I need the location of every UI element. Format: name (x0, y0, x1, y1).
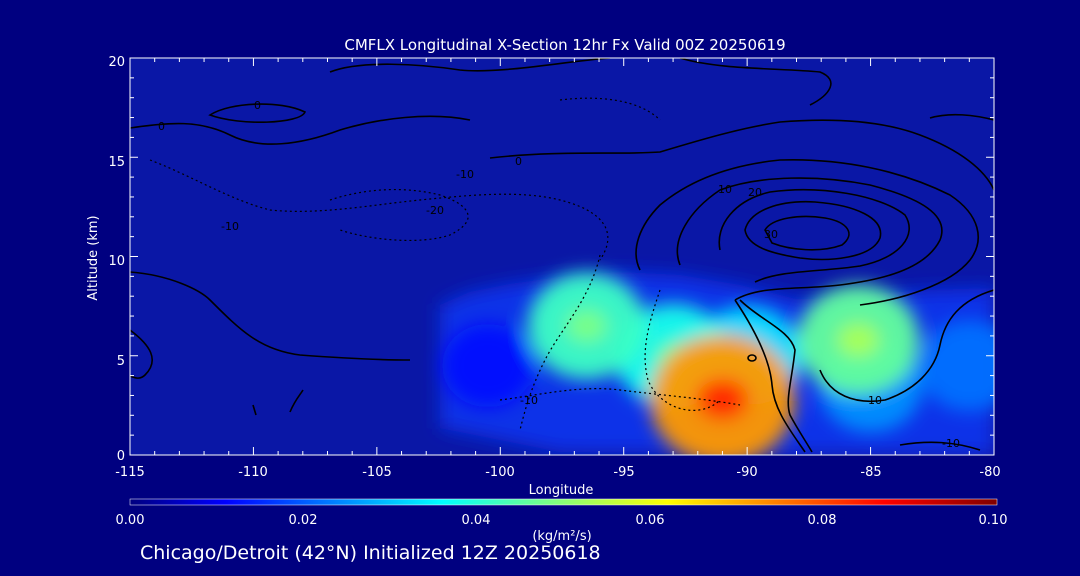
contour-solid (764, 215, 850, 251)
x-tick-label: -105 (362, 465, 392, 480)
contour-solid (676, 177, 943, 301)
contour-dashed (329, 188, 469, 242)
contour-solid (329, 58, 611, 73)
contour-solid (252, 404, 257, 416)
contour-label: -10 (942, 437, 960, 450)
flux-blob-core (696, 379, 749, 420)
contour-dashed (644, 289, 721, 411)
contour-solid (744, 200, 882, 261)
x-tick-label: -100 (485, 465, 515, 480)
y-tick-label: 20 (108, 55, 125, 70)
x-tick-label: -110 (238, 465, 268, 480)
colorbar-tick-labels: 0.00 0.02 0.04 0.06 0.08 0.10 (116, 513, 1008, 528)
contour-dashed (149, 159, 609, 261)
contour-solid (130, 271, 411, 361)
contour-label: 0 (254, 99, 261, 112)
contour-solid (929, 113, 994, 121)
y-tick-label: 10 (108, 254, 125, 269)
contour-dashed-lines (149, 97, 741, 431)
x-tick-label: -95 (613, 465, 634, 480)
colorbar-tick-label: 0.06 (636, 513, 665, 528)
y-tick-label: 15 (108, 155, 125, 170)
flux-field (440, 272, 994, 455)
contour-solid (747, 354, 757, 362)
contour-label: 30 (764, 228, 778, 241)
axis-ticks (129, 57, 995, 456)
x-tick-label: -85 (860, 465, 881, 480)
contour-dashed (559, 97, 661, 121)
contour-label: -10 (221, 220, 239, 233)
x-tick-label: -90 (736, 465, 757, 480)
colorbar-tick-label: 0.08 (808, 513, 837, 528)
contour-solid (130, 115, 471, 145)
contour-solid (130, 329, 154, 379)
contour-label: 10 (868, 394, 882, 407)
contour-lines (130, 58, 994, 453)
y-tick-label: 0 (117, 449, 125, 464)
contour-solid (734, 299, 806, 453)
contour-solid (635, 158, 979, 306)
contour-label: 0 (515, 155, 522, 168)
x-tick-label: -115 (115, 465, 145, 480)
colorbar-tick-label: 0.04 (462, 513, 491, 528)
contour-label: -10 (520, 394, 538, 407)
flux-blob-core (837, 323, 880, 357)
contour-label: 20 (748, 186, 762, 199)
x-axis-label: Longitude (529, 483, 594, 498)
footer-caption: Chicago/Detroit (42°N) Initialized 12Z 2… (140, 542, 601, 564)
contour-solid (289, 389, 304, 413)
colorbar-tick-label: 0.00 (116, 513, 145, 528)
x-tick-labels: -115 -110 -105 -100 -95 -90 -85 -80 (115, 465, 1000, 480)
y-tick-labels: 0 5 10 15 20 (108, 55, 125, 464)
contour-dashed (499, 388, 741, 406)
y-tick-label: 5 (117, 354, 125, 369)
contour-solid (489, 119, 994, 191)
contour-solid (819, 289, 994, 402)
contour-dashed (519, 254, 601, 431)
flux-blob-core (566, 310, 607, 342)
colorbar-tick-label: 0.02 (289, 513, 318, 528)
colorbar (129, 498, 998, 506)
flux-blob (442, 323, 534, 408)
contour-label-group: 0 0 -10 -20 -10 10 20 30 -10 0 10 -10 (158, 99, 960, 450)
contour-solid (679, 58, 832, 106)
contour-label: 0 (158, 120, 165, 133)
contour-label: -10 (456, 168, 474, 181)
colorbar-units-label: (kg/m²/s) (532, 529, 591, 544)
contour-solid (208, 103, 307, 124)
contour-solid (718, 189, 910, 283)
x-tick-label: -80 (979, 465, 1000, 480)
contour-solid (899, 441, 981, 451)
colorbar-tick-label: 0.10 (979, 513, 1008, 528)
y-axis-label: Altitude (km) (86, 215, 101, 300)
contour-label: 10 (718, 183, 732, 196)
flux-blob (919, 320, 994, 412)
contour-label: -20 (426, 204, 444, 217)
contour-solid (739, 299, 813, 453)
chart-title: CMFLX Longitudinal X-Section 12hr Fx Val… (344, 36, 785, 54)
